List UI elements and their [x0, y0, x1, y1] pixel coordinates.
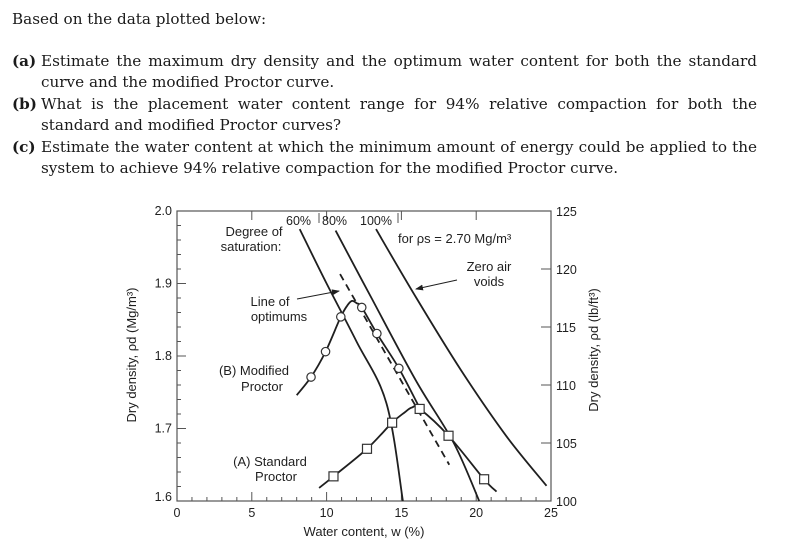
x-axis-label: Water content, w (%): [304, 524, 425, 539]
standard-proctor-point: [328, 471, 339, 482]
y-tick-right-label: 120: [556, 263, 577, 277]
x-tick-label: 15: [394, 506, 408, 520]
standard-proctor-point: [414, 403, 425, 415]
x-tick-label: 5: [248, 506, 255, 520]
line-of-optimums-label-2: optimums: [251, 309, 308, 324]
modified-proctor-point: [336, 312, 346, 322]
saturation-label-100pct: 100%: [360, 214, 392, 228]
y-axis-label-right: Dry density, ρd (lb/ft³): [586, 288, 601, 411]
y-tick-label: 1.6: [155, 490, 172, 504]
zero-air-voids-label-1: Zero air: [467, 259, 512, 274]
standard-proctor-point: [479, 474, 490, 485]
part-b-tag: (b): [12, 95, 37, 113]
degree-of-saturation-label-1: Degree of: [225, 224, 282, 239]
modified-proctor-point: [306, 372, 316, 382]
part-b-line-2: standard and modified Proctor curves?: [41, 116, 342, 134]
modified-proctor-point: [320, 346, 331, 357]
data-point-markers: [306, 302, 490, 485]
y-tick-label: 1.7: [155, 422, 172, 436]
modified-proctor-label-1: (B) Modified: [219, 363, 289, 378]
y-tick-right-label: 115: [556, 321, 576, 335]
part-c-tag: (c): [12, 138, 36, 156]
saturation-lines: [298, 228, 548, 502]
line-of-optimums-arrow: [296, 289, 340, 300]
saturation-line-60pct: [298, 228, 404, 502]
saturation-line-80pct: [334, 230, 481, 502]
standard-proctor-point: [443, 430, 454, 441]
y-tick-label: 1.8: [155, 349, 172, 363]
saturation-line-100pct: [375, 228, 548, 487]
saturation-labels: 60% 80% 100%: [286, 213, 399, 228]
y-tick-right-label: 105: [556, 437, 577, 451]
part-a-tag: (a): [12, 52, 37, 70]
x-tick-label: 10: [320, 506, 334, 520]
standard-proctor-label-2: Proctor: [255, 469, 298, 484]
part-c-line-2: system to achieve 94% relative compactio…: [41, 159, 619, 177]
question-intro: Based on the data plotted below:: [12, 10, 267, 28]
y-tick-right-label: 125: [556, 205, 577, 219]
modified-proctor-label-2: Proctor: [241, 379, 284, 394]
modified-proctor-point: [356, 302, 367, 313]
modified-proctor-curve: [295, 299, 421, 408]
line-of-optimums-label-1: Line of: [250, 294, 289, 309]
standard-proctor-point: [387, 417, 398, 428]
modified-proctor-point: [394, 363, 404, 374]
y-tick-label: 2.0: [155, 204, 172, 218]
question-part-b: (b) What is the placement water content …: [12, 94, 757, 136]
question-part-a: (a) Estimate the maximum dry density and…: [12, 51, 757, 93]
y-axis-label-left: Dry density, ρd (Mg/m³): [124, 287, 139, 422]
saturation-label-80pct: 80%: [322, 214, 347, 228]
standard-proctor-point: [361, 443, 373, 454]
x-tick-label: 25: [544, 506, 558, 520]
part-a-line-1: Estimate the maximum dry density and the…: [41, 52, 757, 70]
part-a-line-2: curve and the modified Proctor curve.: [41, 73, 335, 91]
standard-proctor-curve: [318, 405, 498, 493]
zero-air-voids-arrow: [415, 279, 458, 291]
x-tick-label: 20: [469, 506, 483, 520]
degree-of-saturation-label-2: saturation:: [221, 239, 282, 254]
y-tick-label: 1.9: [155, 277, 172, 291]
y-tick-right-label: 100: [556, 495, 577, 509]
proctor-curves: [295, 299, 498, 493]
saturation-label-60pct: 60%: [286, 214, 311, 228]
question-part-c: (c) Estimate the water content at which …: [12, 137, 757, 179]
y-tick-right-label: 110: [556, 379, 576, 393]
modified-proctor-point: [372, 328, 382, 339]
part-b-line-1: What is the placement water content rang…: [41, 95, 757, 113]
standard-proctor-label-1: (A) Standard: [233, 454, 307, 469]
plot-axes: 0 5 10 15 20 25 1.6 1.7 1.8 1.9 2.0 100 105 110 115 120…: [155, 204, 577, 520]
zero-air-voids-label-2: voids: [474, 274, 505, 289]
x-tick-label: 0: [174, 506, 181, 520]
part-c-line-1: Estimate the water content at which the …: [41, 138, 757, 156]
specific-gravity-label: for ρs = 2.70 Mg/m³: [398, 231, 512, 246]
